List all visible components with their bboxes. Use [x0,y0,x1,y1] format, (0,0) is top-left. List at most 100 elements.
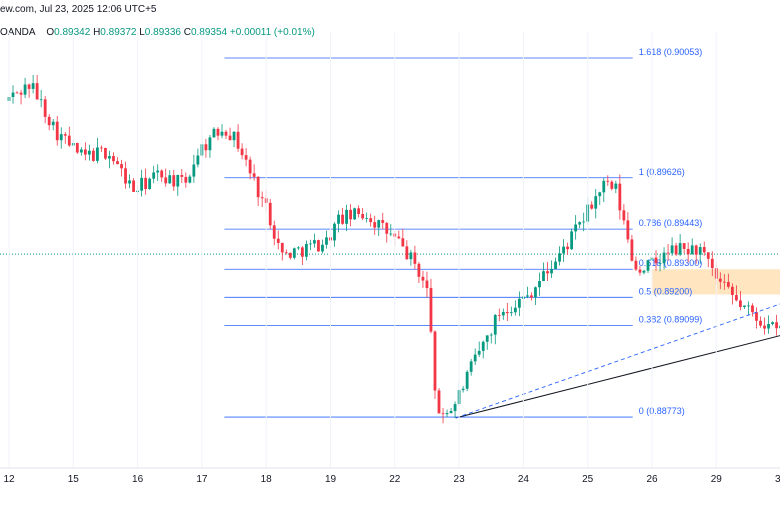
candle-body [292,248,296,258]
fib-label: 0.382 (0.89099) [639,315,703,325]
candle-body [116,161,119,165]
candle-body [144,177,148,189]
candle-body [674,245,678,255]
candle-body [578,222,582,225]
candle-body [365,218,369,219]
fib-retracement[interactable]: 1.618 (0.90053) 1 (0.89626) 0.786 (0.89443… [224,47,703,418]
candle-body [694,245,698,255]
candle-body [309,243,312,245]
candle-body [268,202,272,226]
candle-body [421,276,425,281]
candle-body [469,361,473,372]
candle-body [401,238,405,247]
candle-body [682,243,686,249]
candle-body [325,237,328,245]
chart-title-line: ew.com, Jul 23, 2025 12:06 UTC+5 [0,4,156,15]
x-tick-label: 26 [646,474,658,485]
candle-body [755,312,758,321]
candle-body [100,147,103,149]
x-tick-label: 29 [711,474,723,485]
candle-body [140,177,144,191]
candle-body [497,314,501,316]
low-value: 0.89336 [144,27,181,38]
open-value: 0.89342 [54,27,91,38]
change-value: +0.00011 (+0.01%) [229,27,315,38]
candle-body [739,300,742,307]
candle-body [317,240,320,252]
candles [7,74,780,424]
candle-body [594,196,598,209]
candle-body [517,298,521,308]
candle-body [509,312,513,314]
candle-body [409,252,413,260]
candle-body [461,388,465,391]
candle-body [706,252,710,259]
candle-body [248,159,252,174]
candle-body [481,341,485,351]
candle-body [702,247,706,253]
candle-body [622,210,626,221]
candle-body [634,260,638,270]
close-value: 0.89354 [190,27,228,38]
candle-body [638,269,642,273]
candle-body [96,147,99,161]
candle-body [208,137,212,151]
candle-body [743,305,746,307]
dashed-trendline[interactable] [455,179,780,419]
close-label: C [183,27,191,38]
candle-body [120,164,123,169]
candle-body [172,175,176,187]
candle-body [19,92,23,95]
candle-body [722,281,726,283]
candle-body [642,270,646,273]
candle-body [417,263,421,277]
candle-body [501,312,505,316]
candle-body [272,225,276,239]
candle-body [204,144,208,151]
support-trendline[interactable] [455,283,780,419]
candle-body [373,222,377,228]
candle-body [296,247,300,249]
candle-body [357,208,361,215]
candle-body [771,322,774,324]
candle-body [35,83,39,100]
symbol-label: OANDA [0,27,36,38]
candle-body [550,269,553,274]
x-tick-label: 25 [582,474,594,485]
chart-title: ew.com, Jul 23, 2025 12:06 UTC+5 [0,4,157,15]
candle-body [216,128,220,136]
candle-body [63,134,67,136]
candle-body [606,180,610,182]
candle-body [445,413,449,415]
candle-body [526,295,529,297]
x-tick-label: 19 [325,474,337,485]
candle-body [566,246,570,250]
candle-body [236,131,240,149]
fib-label: 1 (0.89626) [639,167,685,177]
candle-body [626,220,630,240]
candle-body [240,148,244,156]
position-zones [0,253,780,295]
candle-body [465,371,469,389]
x-tick-label: 16 [132,474,144,485]
candle-body [377,220,381,228]
drawings[interactable] [455,50,780,419]
candle-body [353,208,357,220]
candle-body [224,131,228,136]
candle-body [690,245,694,255]
candle-body [39,99,43,101]
candle-body [489,334,493,336]
candle-body [763,325,766,329]
candle-body [321,244,324,252]
candle-body [441,413,445,415]
candle-body [598,192,602,197]
candle-body [313,240,316,244]
candle-body [83,149,87,155]
candle-body [734,295,738,301]
candle-body [184,176,188,183]
candle-body [662,252,666,264]
candle-body [180,174,184,177]
candle-body [244,155,248,160]
candle-body [534,287,537,298]
